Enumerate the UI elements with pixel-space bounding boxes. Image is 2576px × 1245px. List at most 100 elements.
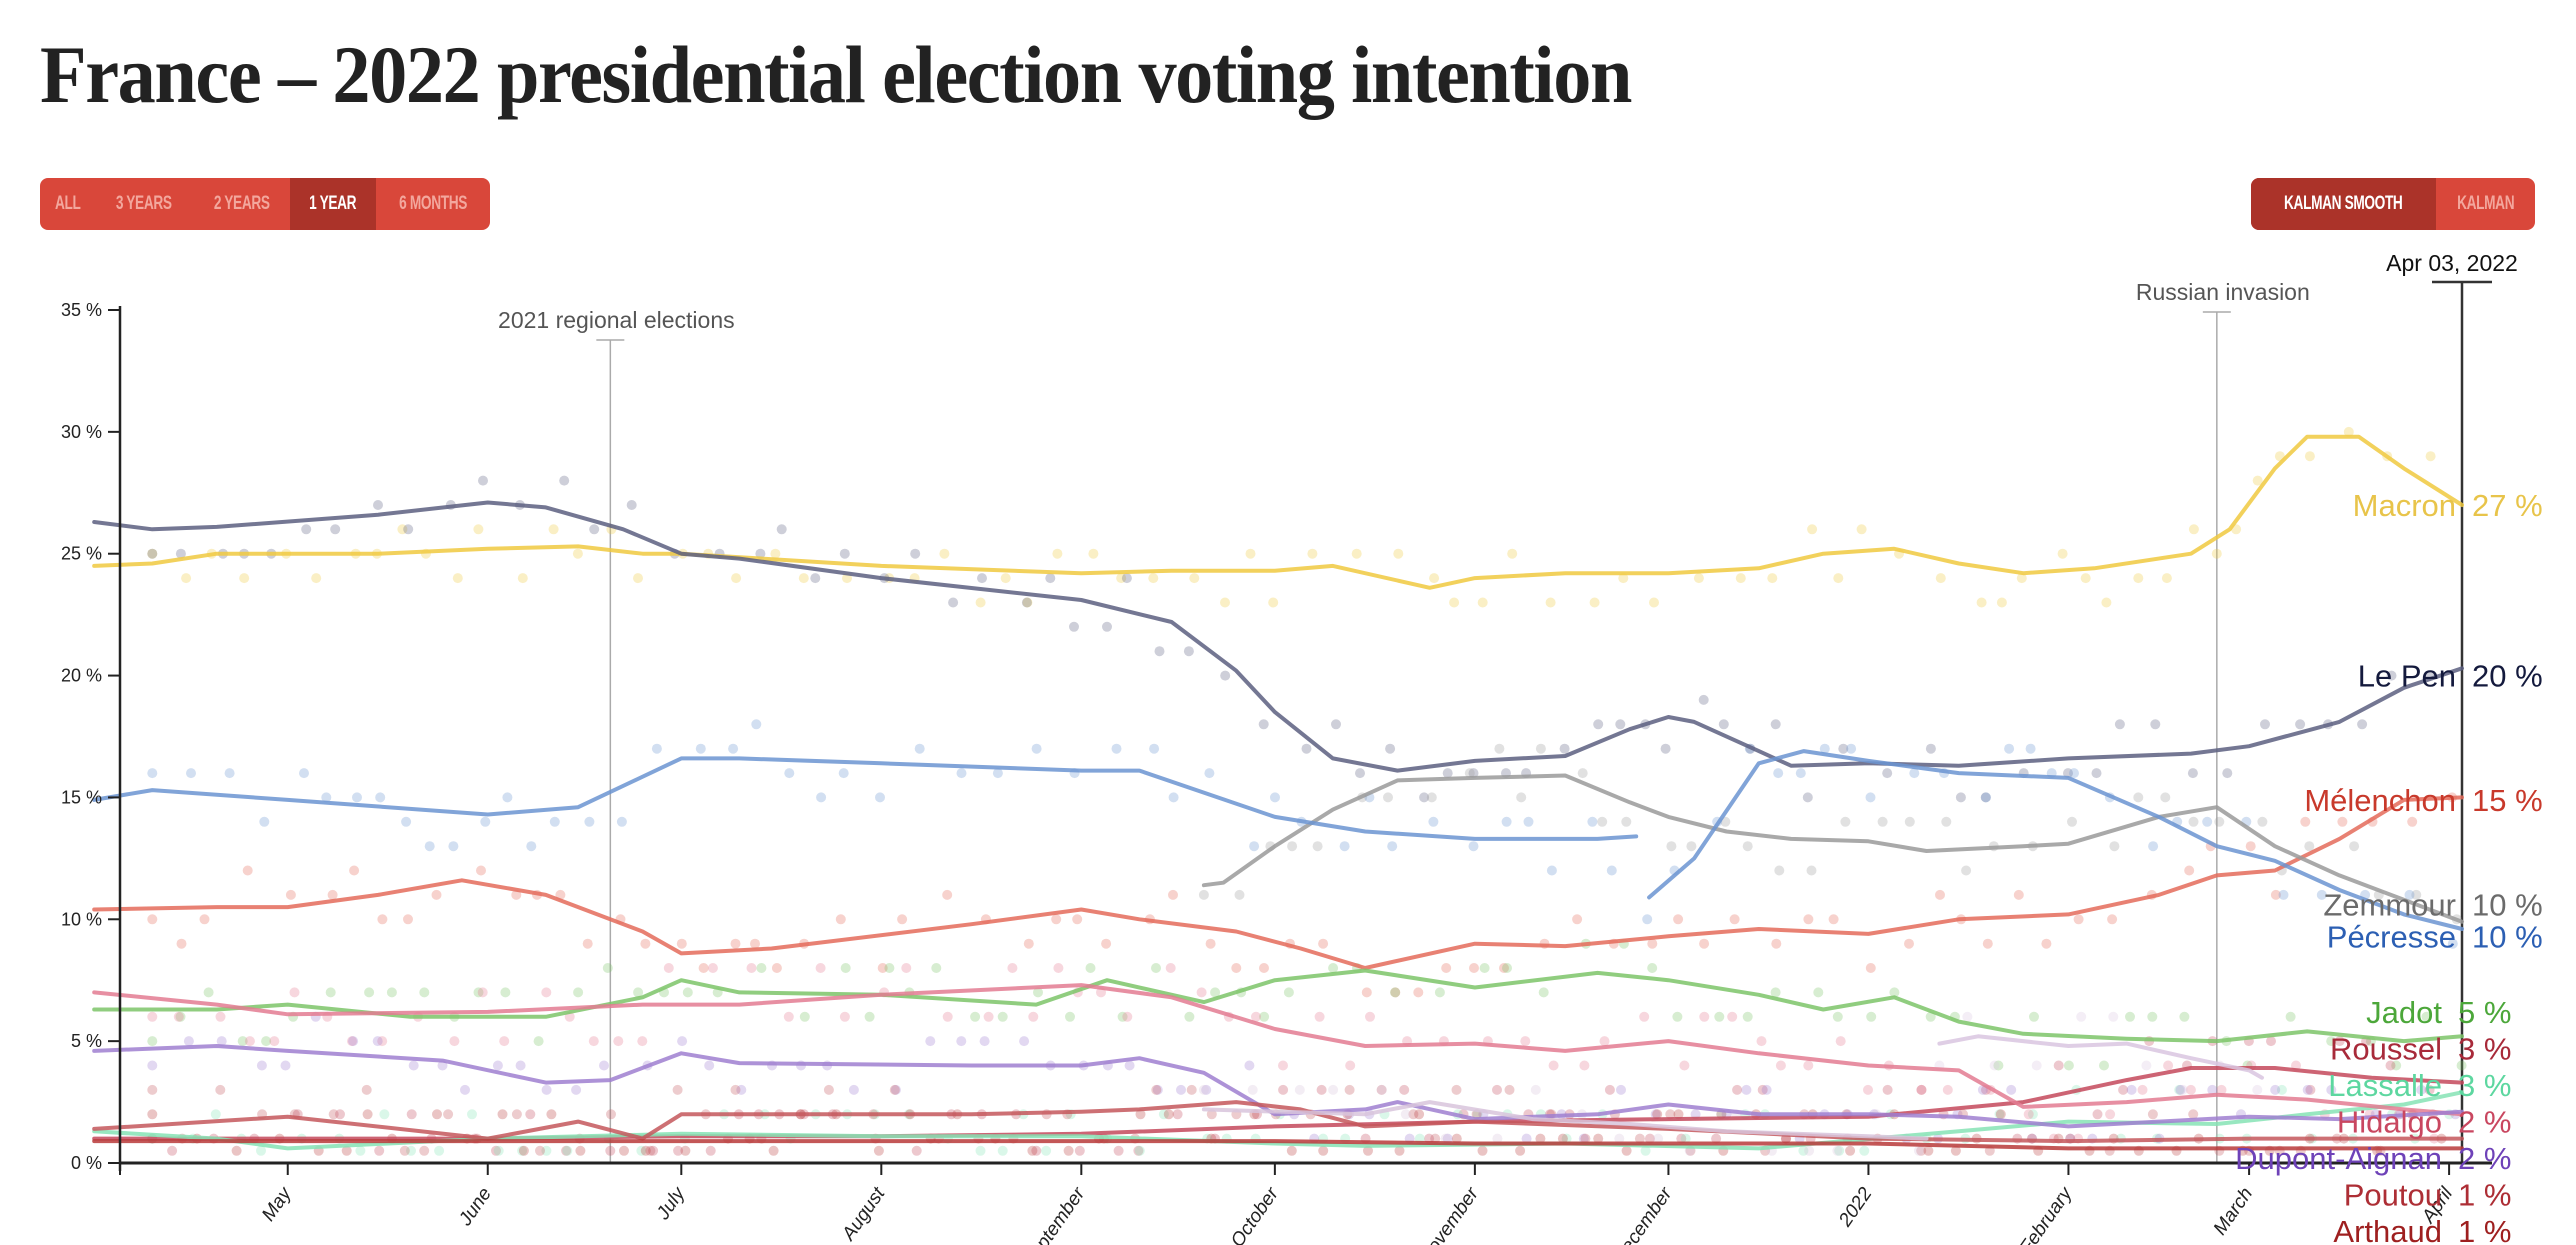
- poll-dot-le-pen: [175, 548, 186, 559]
- series-value-melenchon: 15 %: [2472, 783, 2543, 818]
- series-label-dupont-aignan: Dupont-Aignan: [2235, 1141, 2442, 1176]
- poll-dot-hidalgo: [147, 1011, 158, 1022]
- poll-dot-jadot: [1889, 987, 1900, 998]
- x-tick-label: June: [454, 1184, 495, 1231]
- poll-dot-poutou: [443, 1109, 454, 1120]
- poll-dot-pecresse: [751, 719, 762, 730]
- poll-dot-pecresse: [2316, 889, 2327, 900]
- poll-dot-hidalgo: [1599, 1036, 1610, 1047]
- annotations-layer: 2021 regional elections Russian invasion A…: [498, 250, 2518, 1163]
- poll-dot-taubira: [1962, 1011, 1973, 1022]
- poll-dot-macron: [548, 524, 559, 535]
- poll-dot-roussel: [1133, 1145, 1144, 1156]
- series-value-jadot: 5 %: [2458, 995, 2511, 1030]
- x-tick-label: October: [1227, 1183, 1283, 1245]
- kalman-smooth-button[interactable]: KALMAN SMOOTH: [2251, 178, 2436, 230]
- poll-dot-arthaud: [1363, 1145, 1373, 1156]
- poll-dot-jadot: [1479, 963, 1490, 973]
- poll-dot-montebourg: [1913, 1145, 1924, 1156]
- poll-dot-jadot: [500, 987, 511, 998]
- range-6-months-button[interactable]: 6 MONTHS: [376, 178, 490, 230]
- poll-dot-le-pen: [839, 548, 850, 559]
- poll-dot-macron: [2211, 548, 2222, 559]
- poll-dot-lassalle: [256, 1145, 266, 1156]
- poll-dot-lassalle: [2027, 1109, 2038, 1120]
- poll-dot-le-pen: [1468, 768, 1479, 779]
- poll-dot-roussel: [2118, 1084, 2129, 1095]
- poll-dot-dupont-aignan: [848, 1084, 859, 1095]
- poll-dot-dupont-aignan: [1761, 1084, 1772, 1095]
- poll-dot-montebourg: [1530, 1084, 1541, 1095]
- poll-dot-macron: [1268, 597, 1279, 608]
- poll-dot-melenchon: [1865, 963, 1876, 973]
- poll-dot-poutou: [645, 1145, 656, 1156]
- poll-dot-macron: [975, 597, 986, 608]
- poll-dot-roussel: [1916, 1084, 1927, 1095]
- poll-dot-melenchon: [1699, 938, 1710, 949]
- poll-dot-hidalgo: [269, 1036, 280, 1047]
- poll-dot-macron: [1088, 548, 1099, 559]
- poll-dot-jadot: [364, 987, 375, 998]
- poll-dot-macron: [2016, 573, 2027, 584]
- poll-dot-hidalgo: [377, 1036, 388, 1047]
- poll-dot-poutou: [1504, 1084, 1515, 1095]
- poll-dot-hidalgo: [449, 1036, 460, 1047]
- poll-dot-hidalgo: [1942, 1084, 1953, 1095]
- poll-dot-roussel: [1882, 1084, 1893, 1095]
- poll-dot-zemmour: [1840, 816, 1851, 827]
- poll-dot-jadot: [997, 1011, 1008, 1022]
- poll-dot-dupont-aignan: [2302, 1084, 2313, 1095]
- poll-dot-roussel: [1399, 1084, 1410, 1095]
- poll-dot-macron: [1618, 573, 1629, 584]
- poll-dot-macron: [1767, 573, 1778, 584]
- poll-dot-jadot: [2391, 1060, 2402, 1071]
- poll-dot-melenchon: [2300, 816, 2311, 827]
- poll-dot-hidalgo: [1196, 987, 1207, 998]
- poll-dot-le-pen: [1355, 768, 1365, 779]
- poll-dot-macron: [2252, 475, 2263, 486]
- poll-dot-melenchon: [349, 865, 360, 876]
- poll-dot-jadot: [1184, 1011, 1195, 1022]
- poll-dot-jadot: [682, 987, 693, 998]
- poll-dot-zemmour: [2214, 816, 2225, 827]
- poll-dot-pecresse: [816, 792, 827, 803]
- poll-dot-melenchon: [2184, 865, 2195, 876]
- poll-dot-le-pen: [1183, 646, 1194, 657]
- poll-dot-melenchon: [877, 963, 888, 973]
- poll-dot-arthaud: [1063, 1145, 1074, 1156]
- poll-dot-poutou: [2147, 1109, 2158, 1120]
- series-value-lassalle: 3 %: [2458, 1068, 2511, 1103]
- poll-dot-macron: [2188, 524, 2199, 535]
- poll-dot-roussel: [2053, 1060, 2064, 1071]
- range-1-year-button[interactable]: 1 YEAR: [290, 178, 376, 230]
- poll-dot-lassalle: [493, 1145, 504, 1156]
- range-2-years-button[interactable]: 2 YEARS: [193, 178, 290, 230]
- poll-dot-taubira: [2252, 1084, 2263, 1095]
- poll-dot-montebourg: [1653, 1133, 1664, 1144]
- poll-dot-pecresse: [992, 768, 1003, 779]
- kalman-button[interactable]: KALMAN: [2436, 178, 2535, 230]
- poll-dot-zemmour: [2257, 816, 2268, 827]
- poll-dot-zemmour: [1621, 816, 1632, 827]
- range-all-button[interactable]: ALL: [40, 178, 95, 230]
- poll-dot-macron: [1477, 597, 1488, 608]
- range-3-years-button[interactable]: 3 YEARS: [95, 178, 192, 230]
- poll-dot-jadot: [147, 1036, 158, 1047]
- poll-dot-dupont-aignan: [677, 1036, 688, 1047]
- poll-dot-melenchon: [476, 865, 486, 876]
- series-value-hidalgo: 2 %: [2458, 1105, 2511, 1140]
- poll-dot-melenchon: [730, 938, 741, 949]
- poll-dot-lassalle: [2174, 1084, 2185, 1095]
- poll-dot-pecresse: [2148, 841, 2159, 852]
- poll-dot-melenchon: [511, 889, 522, 900]
- poll-dot-arthaud: [1515, 1145, 1526, 1156]
- poll-dot-dupont-aignan: [704, 1060, 715, 1071]
- poll-dot-pecresse: [875, 792, 885, 803]
- poll-dot-le-pen: [2091, 768, 2102, 779]
- range-1-year-label: 1 YEAR: [309, 193, 357, 214]
- poll-dot-jadot: [1714, 1011, 1725, 1022]
- poll-dot-dupont-aignan: [1521, 1133, 1532, 1144]
- poll-dot-poutou: [399, 1145, 410, 1156]
- poll-dot-macron: [1507, 548, 1518, 559]
